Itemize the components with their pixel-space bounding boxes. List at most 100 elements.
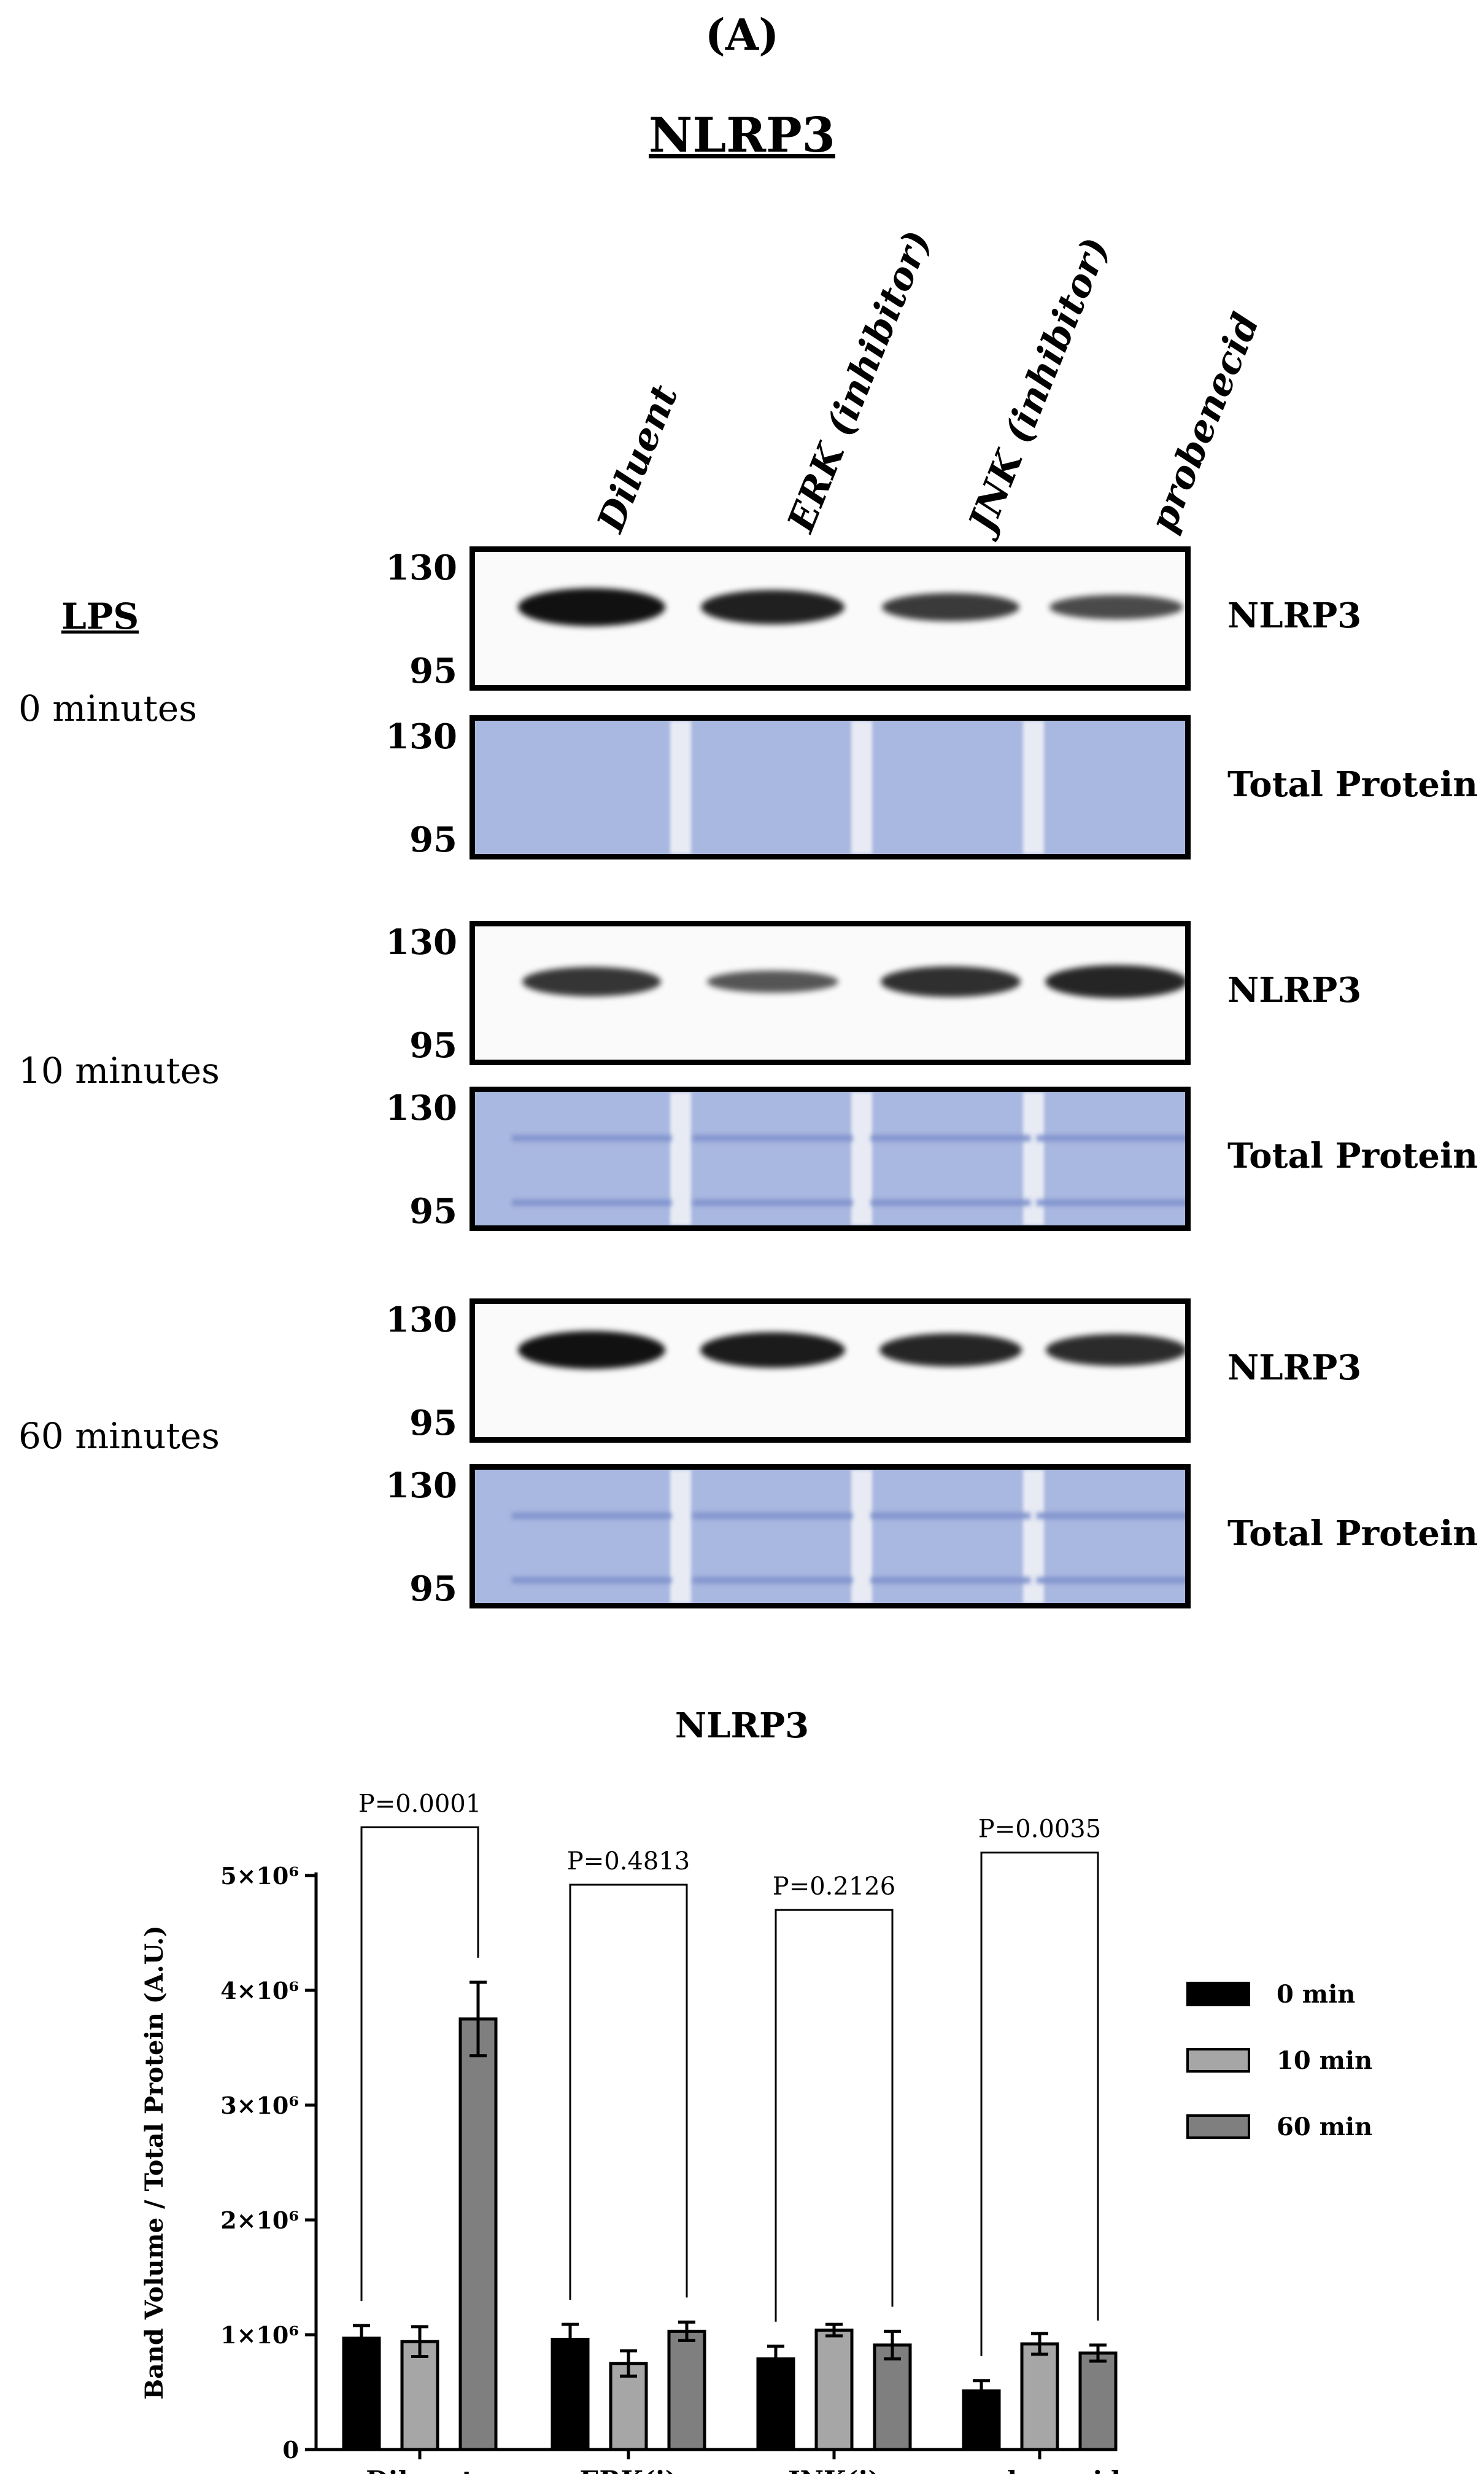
faint-band: [1037, 1577, 1185, 1583]
lane-label-erk: ERK (inhibitor): [779, 224, 940, 538]
x-tick-label: ERK(i): [579, 2465, 677, 2474]
mw-marker-95: 95: [409, 820, 457, 860]
x-tick-label: JNK(i): [786, 2465, 880, 2474]
bar-chart: NLRP3 Band Volume / Total Protein (A.U.) 0…: [140, 1705, 1372, 2474]
faint-band: [1037, 1513, 1185, 1519]
lane-gap: [851, 1470, 872, 1603]
y-tick-label: 1×10⁶: [220, 2321, 299, 2349]
nlrp3-blot-1: [470, 921, 1191, 1065]
faint-band: [871, 1513, 1030, 1519]
mw-marker-95: 95: [409, 1403, 457, 1443]
lane-label-diluent: Diluent: [589, 379, 687, 538]
faint-band: [871, 1135, 1030, 1141]
nlrp3-band: [1049, 595, 1183, 619]
bar: [1078, 2351, 1118, 2451]
faint-band: [512, 1577, 671, 1583]
mw-marker-95: 95: [409, 1191, 457, 1232]
faint-band: [693, 1135, 852, 1141]
bar: [458, 2017, 498, 2451]
nlrp3-band: [881, 966, 1021, 997]
nlrp3-band: [707, 971, 838, 993]
y-tick-label: 4×10⁶: [220, 1977, 299, 2004]
mw-marker-130: 130: [385, 716, 457, 757]
bar: [1020, 2342, 1059, 2451]
significance-bracket: [775, 1909, 894, 2322]
faint-band: [1037, 1200, 1185, 1206]
nlrp3-band: [518, 1331, 665, 1369]
legend-label: 0 min: [1277, 1980, 1355, 2009]
faint-band: [512, 1200, 671, 1206]
bar: [551, 2337, 590, 2451]
nlrp3-blot-2: [470, 1298, 1191, 1443]
bar: [342, 2337, 381, 2451]
nlrp3-band: [701, 590, 844, 624]
y-tick-label: 0: [283, 2436, 299, 2464]
bar: [814, 2329, 854, 2451]
x-tick-label: probenecid: [959, 2465, 1121, 2474]
x-tick-label: Diluent: [366, 2465, 474, 2474]
lane-label-probenecid: probenecid: [1142, 307, 1269, 538]
mw-marker-130: 130: [385, 922, 457, 963]
lps-label: LPS: [61, 596, 139, 637]
legend-label: 60 min: [1277, 2112, 1372, 2141]
mw-marker-130: 130: [385, 1465, 457, 1506]
nlrp3-blot-label: NLRP3: [1227, 1348, 1362, 1388]
nlrp3-band: [879, 1333, 1022, 1367]
y-tick-label: 5×10⁶: [220, 1862, 299, 1890]
y-tick-label: 2×10⁶: [220, 2206, 299, 2234]
p-value-label: P=0.0035: [978, 1815, 1101, 1844]
p-value-label: P=0.2126: [773, 1872, 895, 1901]
nlrp3-band: [522, 967, 661, 996]
lane-gap: [670, 1092, 691, 1225]
mw-marker-130: 130: [385, 548, 457, 588]
faint-band: [693, 1513, 852, 1519]
legend-label: 10 min: [1277, 2046, 1372, 2075]
timepoint-label-0: 0 minutes: [18, 688, 197, 729]
faint-band: [512, 1513, 671, 1519]
significance-bracket: [569, 1883, 688, 2300]
total-protein-blot-1: [470, 1087, 1191, 1231]
legend-swatch: [1186, 2114, 1250, 2139]
lane-label-jnk: JNK (inhibitor): [960, 231, 1118, 538]
nlrp3-blot-label: NLRP3: [1227, 596, 1362, 636]
nlrp3-blot-label: NLRP3: [1227, 970, 1362, 1011]
significance-bracket: [980, 1852, 1099, 2356]
timepoint-label-10: 10 minutes: [18, 1050, 220, 1092]
lane-gap: [851, 721, 872, 854]
blot-title: NLRP3: [649, 107, 835, 163]
nlrp3-band: [1045, 965, 1185, 998]
total-protein-label: Total Protein: [1227, 1136, 1478, 1176]
faint-band: [512, 1135, 671, 1141]
y-axis-label: Band Volume / Total Protein (A.U.): [140, 1925, 169, 2400]
total-protein-label: Total Protein: [1227, 1513, 1478, 1554]
mw-marker-130: 130: [385, 1088, 457, 1128]
lane-gap: [670, 721, 691, 854]
bar: [609, 2362, 648, 2451]
nlrp3-band: [1046, 1334, 1185, 1366]
p-value-label: P=0.0001: [358, 1790, 481, 1818]
lane-gap: [851, 1092, 872, 1225]
faint-band: [871, 1577, 1030, 1583]
nlrp3-band: [700, 1332, 845, 1368]
lane-gap: [1023, 721, 1044, 854]
mw-marker-95: 95: [409, 1025, 457, 1066]
legend-swatch: [1186, 1982, 1250, 2006]
bar: [667, 2329, 706, 2451]
faint-band: [1037, 1135, 1185, 1141]
nlrp3-band: [882, 593, 1019, 621]
nlrp3-band: [518, 588, 665, 626]
faint-band: [693, 1577, 852, 1583]
legend-swatch: [1186, 2048, 1250, 2073]
bar: [873, 2343, 912, 2451]
mw-marker-130: 130: [385, 1300, 457, 1340]
p-value-label: P=0.4813: [567, 1847, 690, 1876]
faint-band: [693, 1200, 852, 1206]
total-protein-label: Total Protein: [1227, 764, 1478, 805]
significance-bracket: [360, 1826, 479, 2302]
timepoint-label-60: 60 minutes: [18, 1415, 220, 1457]
panel-label: (A): [705, 9, 779, 60]
total-protein-blot-0: [470, 715, 1191, 859]
faint-band: [871, 1200, 1030, 1206]
mw-marker-95: 95: [409, 1569, 457, 1609]
lane-gap: [670, 1470, 691, 1603]
